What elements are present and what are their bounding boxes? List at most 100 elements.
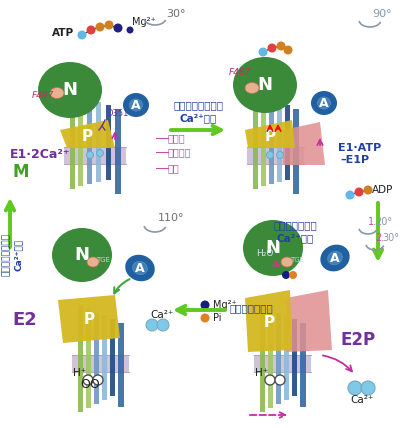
Bar <box>102 315 106 355</box>
Bar <box>300 372 306 407</box>
Bar <box>260 355 264 372</box>
Ellipse shape <box>130 99 142 111</box>
Circle shape <box>104 21 114 30</box>
Text: E1·ATP: E1·ATP <box>338 143 381 153</box>
Text: 20°: 20° <box>375 217 392 227</box>
Text: N: N <box>62 81 78 99</box>
Text: TGE: TGE <box>96 257 110 263</box>
Bar <box>268 309 272 355</box>
Bar <box>260 164 266 186</box>
Bar <box>268 99 274 147</box>
Text: A: A <box>135 262 145 274</box>
Bar <box>72 355 129 372</box>
Circle shape <box>268 44 276 53</box>
Bar <box>300 323 306 355</box>
Circle shape <box>258 48 268 56</box>
Text: E2P: E2P <box>340 331 375 349</box>
Text: H⁺: H⁺ <box>73 368 87 378</box>
Bar <box>106 105 110 147</box>
Ellipse shape <box>328 251 342 265</box>
Bar <box>118 323 124 355</box>
Bar <box>293 109 299 147</box>
Circle shape <box>86 26 96 35</box>
Bar <box>268 372 272 408</box>
Bar <box>78 305 82 355</box>
Bar <box>110 372 114 396</box>
Bar <box>94 372 98 404</box>
Circle shape <box>266 152 274 158</box>
Text: N: N <box>266 239 280 257</box>
Circle shape <box>96 23 104 32</box>
Text: M: M <box>12 163 28 181</box>
Bar <box>276 102 282 147</box>
Bar <box>284 105 290 147</box>
Polygon shape <box>60 120 115 148</box>
Bar <box>276 355 280 372</box>
Circle shape <box>354 187 364 196</box>
Text: H₂O: H₂O <box>256 250 274 259</box>
Text: Pi: Pi <box>213 313 222 323</box>
Text: Mg²⁺: Mg²⁺ <box>132 17 156 27</box>
Text: 細胞質側ゲート開: 細胞質側ゲート開 <box>2 234 11 276</box>
Bar <box>86 309 90 355</box>
Bar <box>96 102 100 147</box>
Ellipse shape <box>52 228 112 282</box>
Bar <box>284 164 290 180</box>
Bar <box>110 319 114 355</box>
Text: F487: F487 <box>229 68 251 77</box>
Bar <box>292 372 296 396</box>
Circle shape <box>265 375 275 385</box>
Text: P: P <box>263 315 274 330</box>
Ellipse shape <box>245 83 259 93</box>
Bar <box>276 372 280 404</box>
Circle shape <box>78 30 86 39</box>
Text: 小胞体膜: 小胞体膜 <box>168 147 192 157</box>
Text: –E1P: –E1P <box>340 155 369 165</box>
Text: Ca²⁺: Ca²⁺ <box>150 310 174 320</box>
Bar <box>86 372 90 408</box>
Bar <box>247 147 304 164</box>
Text: 内腔側ゲート開: 内腔側ゲート開 <box>273 220 317 230</box>
Polygon shape <box>283 122 325 165</box>
Polygon shape <box>245 120 295 148</box>
Circle shape <box>126 27 134 33</box>
Ellipse shape <box>311 91 337 115</box>
Circle shape <box>200 313 210 323</box>
Ellipse shape <box>50 87 64 98</box>
Bar <box>96 164 100 182</box>
Ellipse shape <box>320 245 350 271</box>
Ellipse shape <box>87 257 99 267</box>
Text: 細胞質: 細胞質 <box>168 133 186 143</box>
Circle shape <box>157 319 169 331</box>
Polygon shape <box>245 290 292 352</box>
Circle shape <box>200 300 210 309</box>
Circle shape <box>275 375 285 385</box>
Bar <box>94 355 98 372</box>
Text: Ca²⁺放出: Ca²⁺放出 <box>276 233 314 243</box>
Bar <box>284 355 288 372</box>
Text: D351: D351 <box>106 109 128 118</box>
Circle shape <box>93 375 103 385</box>
Polygon shape <box>286 290 332 352</box>
Bar <box>268 164 274 184</box>
Text: 2.: 2. <box>375 233 384 243</box>
Text: E2: E2 <box>12 311 37 329</box>
Text: P: P <box>264 129 276 144</box>
Bar <box>293 147 299 164</box>
Text: TGE: TGE <box>290 257 304 263</box>
Bar <box>86 164 92 184</box>
Text: H⁺: H⁺ <box>255 368 269 378</box>
Bar <box>110 355 114 372</box>
Bar <box>86 355 90 372</box>
Text: A: A <box>319 96 329 110</box>
Bar <box>78 372 82 412</box>
Text: P: P <box>82 129 93 144</box>
Text: A: A <box>330 252 340 265</box>
Bar <box>78 355 82 372</box>
Text: P: P <box>84 312 94 327</box>
Text: ADP: ADP <box>372 185 393 195</box>
Bar <box>115 109 121 147</box>
Bar <box>252 164 258 189</box>
Bar <box>102 355 106 372</box>
Text: Ca²⁺: Ca²⁺ <box>350 395 374 405</box>
